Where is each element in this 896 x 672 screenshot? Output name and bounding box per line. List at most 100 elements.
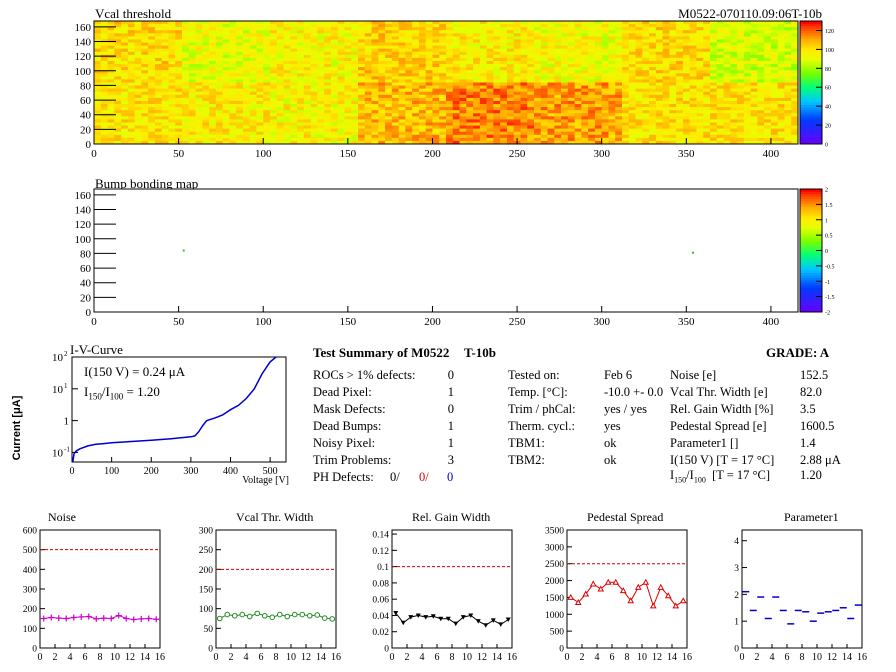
heatmap-cell — [134, 70, 142, 74]
heatmap-cell — [764, 88, 772, 93]
heatmap-cell — [297, 73, 305, 77]
heatmap-cell — [716, 33, 724, 37]
heatmap-cell — [283, 107, 291, 111]
heatmap-cell — [459, 119, 467, 123]
small-x-tick-label: 0 — [740, 652, 745, 663]
small-chart-frame — [215, 529, 337, 649]
heatmap-cell — [703, 67, 711, 71]
heatmap-cell — [154, 134, 163, 139]
heatmap-cell — [628, 39, 636, 43]
heatmap-cell — [601, 39, 609, 43]
heatmap-cell — [222, 73, 230, 77]
heatmap-cell — [351, 48, 359, 53]
heatmap-cell — [107, 137, 115, 142]
heatmap-cell — [229, 88, 237, 93]
heatmap-cell — [127, 21, 136, 25]
heatmap-cell — [473, 27, 481, 31]
heatmap-cell — [439, 60, 447, 65]
heatmap-cell — [324, 73, 332, 77]
heatmap-cell — [337, 39, 345, 43]
palette-swatch — [800, 102, 822, 105]
heatmap-cell — [141, 70, 149, 74]
heatmap-cell — [770, 137, 779, 142]
heatmap-cell — [486, 30, 494, 34]
heatmap-cell — [222, 21, 230, 25]
heatmap-cell — [689, 104, 697, 108]
y-tick-label: 40 — [80, 278, 92, 290]
heatmap-cell — [385, 113, 393, 117]
heatmap-cell — [649, 82, 657, 86]
heatmap-cell — [297, 36, 305, 40]
heatmap-cell — [473, 128, 481, 133]
heatmap-cell — [493, 45, 501, 50]
heatmap-cell — [757, 64, 765, 68]
heatmap-cell — [466, 110, 474, 114]
heatmap-cell — [649, 91, 657, 96]
heatmap-cell — [723, 48, 731, 53]
heatmap-cell — [100, 128, 108, 133]
heatmap-cell — [310, 48, 318, 53]
heatmap-cell — [182, 131, 190, 136]
heatmap-cell — [175, 122, 183, 126]
heatmap-cell — [743, 51, 752, 56]
heatmap-cell — [737, 128, 745, 133]
heatmap-cell — [500, 51, 508, 56]
heatmap-cell — [114, 30, 122, 34]
heatmap-cell — [107, 128, 115, 133]
heatmap-cell — [764, 82, 772, 86]
heatmap-cell — [723, 100, 731, 105]
heatmap-cell — [202, 27, 210, 31]
heatmap-cell — [500, 82, 508, 86]
heatmap-cell — [649, 42, 657, 47]
heatmap-cell — [676, 88, 684, 93]
heatmap-cell — [107, 36, 115, 40]
heatmap-cell — [561, 60, 569, 65]
y-tick-label: 60 — [80, 95, 92, 107]
heatmap-cell — [378, 73, 386, 77]
heatmap-cell — [764, 113, 772, 117]
heatmap-cell — [540, 27, 548, 31]
heatmap-cell — [182, 125, 190, 130]
heatmap-cell — [622, 21, 630, 25]
heatmap-cell — [777, 64, 785, 68]
heatmap-cell — [594, 27, 603, 31]
palette-swatch — [800, 55, 822, 59]
heatmap-cell — [290, 64, 298, 68]
heatmap-cell — [391, 110, 400, 114]
heatmap-cell — [459, 140, 467, 145]
heatmap-cell — [337, 119, 345, 123]
heatmap-cell — [364, 73, 372, 77]
heatmap-cell — [236, 67, 244, 71]
heatmap-cell — [567, 45, 576, 50]
heatmap-cell — [168, 33, 176, 37]
heatmap-cell — [750, 91, 758, 96]
heatmap-cell — [418, 42, 427, 47]
heatmap-cell — [297, 131, 305, 136]
heatmap-cell — [283, 54, 291, 59]
heatmap-cell — [710, 42, 718, 47]
heatmap-cell — [154, 24, 163, 28]
heatmap-cell — [777, 88, 785, 93]
heatmap-cell — [330, 24, 339, 28]
heatmap-cell — [737, 57, 745, 62]
heatmap-cell — [574, 54, 582, 59]
palette-swatch — [800, 30, 822, 34]
heatmap-cell — [446, 57, 454, 62]
heatmap-cell — [182, 54, 190, 59]
heatmap-cell — [195, 110, 203, 114]
heatmap-cell — [222, 91, 230, 96]
heatmap-cell — [249, 33, 257, 37]
heatmap-cell — [676, 36, 684, 40]
heatmap-cell — [730, 116, 738, 120]
heatmap-cell — [649, 119, 657, 123]
heatmap-cell — [716, 116, 724, 120]
palette-frame — [799, 20, 823, 145]
heatmap-cell — [297, 45, 305, 50]
heatmap-cell — [622, 73, 630, 77]
heatmap-cell — [107, 42, 115, 47]
heatmap-cell — [473, 42, 481, 47]
palette-swatch — [800, 275, 822, 278]
heatmap-cell — [750, 104, 758, 108]
heatmap-cell — [229, 134, 237, 139]
